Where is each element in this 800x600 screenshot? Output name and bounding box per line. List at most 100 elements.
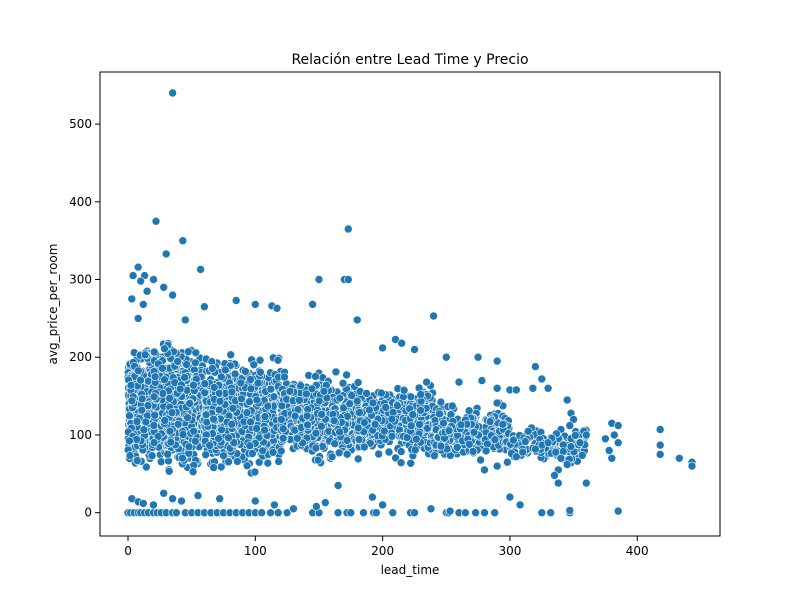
scatter-point <box>566 442 576 451</box>
scatter-point <box>290 411 300 421</box>
scatter-point <box>543 438 553 448</box>
scatter-point <box>150 372 160 382</box>
y-tick-label: 500 <box>69 117 92 131</box>
scatter-point <box>537 508 547 518</box>
scatter-point <box>492 356 502 366</box>
scatter-point <box>377 388 386 398</box>
scatter-point <box>388 508 398 518</box>
scatter-point <box>436 441 446 451</box>
scatter-point <box>168 88 177 98</box>
scatter-point <box>352 315 362 325</box>
scatter-point <box>461 508 470 518</box>
scatter-point <box>255 355 265 365</box>
scatter-point <box>311 428 321 438</box>
scatter-point <box>613 506 623 516</box>
scatter-point <box>166 437 176 447</box>
scatter-point <box>492 461 502 471</box>
scatter-point <box>278 424 288 434</box>
scatter-point <box>314 396 324 406</box>
scatter-point <box>528 383 538 393</box>
scatter-point <box>503 457 512 467</box>
scatter-point <box>480 465 489 475</box>
y-tick-label: 100 <box>69 428 92 442</box>
x-tick-label: 100 <box>244 544 267 558</box>
scatter-point <box>280 372 289 382</box>
scatter-point <box>175 384 185 394</box>
scatter-point <box>562 460 572 469</box>
scatter-point <box>368 398 378 408</box>
scatter-point <box>553 478 563 488</box>
scatter-point <box>426 504 436 514</box>
scatter-point <box>200 388 209 398</box>
scatter-point <box>314 275 324 284</box>
y-tick-label: 300 <box>69 273 92 287</box>
scatter-point <box>410 445 420 455</box>
scatter-point <box>406 392 416 402</box>
scatter-point <box>581 478 591 488</box>
scatter-point <box>141 417 151 427</box>
scatter-point <box>601 434 610 444</box>
scatter-point <box>520 437 530 446</box>
scatter-point <box>236 378 246 388</box>
scatter-point <box>258 446 268 456</box>
scatter-point <box>269 392 279 402</box>
scatter-point <box>165 426 175 436</box>
scatter-point <box>330 439 340 449</box>
scatter-point <box>429 311 438 321</box>
scatter-point <box>227 419 237 429</box>
scatter-point <box>295 395 304 405</box>
scatter-point <box>137 405 147 415</box>
scatter-point <box>410 508 419 518</box>
scatter-point <box>378 343 387 353</box>
scatter-point <box>159 488 168 498</box>
scatter-point <box>335 427 344 437</box>
y-tick-label: 400 <box>69 195 92 209</box>
scatter-point <box>565 506 575 515</box>
scatter-point <box>228 403 238 413</box>
scatter-point <box>149 500 158 510</box>
scatter-point <box>362 389 371 398</box>
scatter-point <box>454 377 464 387</box>
scatter-point <box>139 425 149 435</box>
scatter-point <box>142 286 152 296</box>
scatter-point <box>406 421 416 431</box>
scatter-point <box>237 394 246 404</box>
scatter-point <box>410 345 419 354</box>
scatter-point <box>188 467 198 477</box>
scatter-point <box>256 367 265 377</box>
scatter-point <box>378 500 387 510</box>
scatter-point <box>252 424 261 433</box>
scatter-point <box>543 383 553 393</box>
scatter-point <box>173 419 183 429</box>
scatter-point <box>435 409 444 419</box>
scatter-point <box>163 449 172 459</box>
scatter-point <box>342 370 351 380</box>
scatter-point <box>191 436 200 446</box>
x-axis-label: lead_time <box>381 563 440 577</box>
scatter-point <box>133 314 143 323</box>
scatter-point <box>338 378 348 388</box>
scatter-point <box>246 417 255 427</box>
scatter-point <box>505 492 515 502</box>
scatter-point <box>224 433 233 443</box>
scatter-point <box>132 435 141 444</box>
scatter-point <box>485 417 495 426</box>
scatter-point <box>125 436 134 446</box>
scatter-point <box>444 426 454 436</box>
scatter-point <box>546 508 556 518</box>
scatter-point <box>209 414 218 424</box>
scatter-point <box>147 451 157 461</box>
scatter-point <box>274 457 284 466</box>
scatter-point <box>296 381 306 391</box>
scatter-point <box>406 458 416 468</box>
y-axis-label: avg_price_per_room <box>46 244 60 365</box>
scatter-point <box>408 410 418 419</box>
scatter-point <box>359 442 369 452</box>
scatter-point <box>149 275 158 284</box>
scatter-point <box>160 416 170 425</box>
scatter-point <box>523 426 533 436</box>
scatter-point <box>158 389 167 398</box>
scatter-point <box>473 352 483 362</box>
scatter-point <box>164 466 174 476</box>
